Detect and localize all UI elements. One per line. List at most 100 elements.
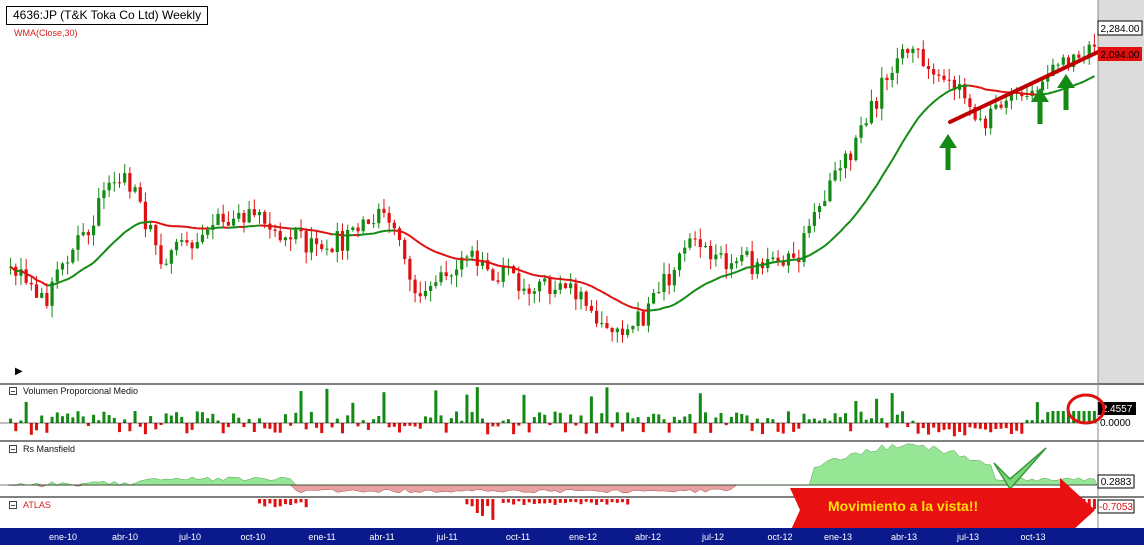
candle-body xyxy=(170,250,173,264)
candle-body xyxy=(673,270,676,285)
atlas-last-tag: -0.7053 xyxy=(1098,500,1134,513)
atlas-bar xyxy=(522,499,525,505)
candle-body xyxy=(1041,82,1044,91)
date-tick-label: oct-12 xyxy=(767,532,792,542)
rs-pane-title[interactable]: Rs Mansfield xyxy=(9,444,75,454)
candle-body xyxy=(725,253,728,269)
volume-bar xyxy=(834,413,837,423)
volume-bar xyxy=(528,423,531,432)
candle-body xyxy=(569,283,572,288)
candle-body xyxy=(331,249,334,252)
candle-body xyxy=(818,206,821,212)
candle-body xyxy=(937,75,940,76)
volume-bar xyxy=(51,417,54,423)
date-tick-label: oct-13 xyxy=(1020,532,1045,542)
volume-bar xyxy=(346,415,349,423)
atlas-bar xyxy=(274,499,277,507)
volume-bar xyxy=(388,423,391,427)
wma-segment xyxy=(244,226,249,227)
last-price-tag: 2,284.00 xyxy=(1098,21,1142,35)
volume-bar xyxy=(144,423,147,434)
wma-segment xyxy=(975,87,980,88)
volume-bar xyxy=(740,414,743,423)
atlas-bar xyxy=(554,499,557,505)
collapse-icon[interactable] xyxy=(9,445,17,453)
volume-bar xyxy=(828,421,831,423)
candle-body xyxy=(906,49,909,53)
volume-bar xyxy=(735,413,738,423)
candle-body xyxy=(1093,45,1096,47)
volume-bar xyxy=(476,387,479,423)
atlas-bar xyxy=(605,499,608,505)
volume-bar xyxy=(1025,420,1028,423)
volume-bar xyxy=(14,423,17,431)
candle-body xyxy=(994,105,997,109)
volume-bar xyxy=(631,418,634,423)
wma-segment xyxy=(156,222,161,224)
wma-segment xyxy=(1074,84,1079,86)
wma-segment xyxy=(944,91,949,94)
wma-segment xyxy=(503,266,508,267)
candle-body xyxy=(279,231,282,240)
wma-segment xyxy=(1079,82,1084,84)
atlas-pane-title[interactable]: ATLAS xyxy=(9,500,51,510)
volume-bar xyxy=(844,413,847,423)
candle-body xyxy=(258,212,261,215)
wma-segment xyxy=(928,102,933,107)
collapse-icon[interactable] xyxy=(9,501,17,509)
candle-body xyxy=(823,201,826,206)
candle-body xyxy=(611,328,614,332)
candle-body xyxy=(346,230,349,251)
volume-bar xyxy=(372,419,375,423)
wma-segment xyxy=(431,250,436,252)
atlas-bar xyxy=(486,499,489,506)
rs-pane-label: Rs Mansfield xyxy=(23,444,75,454)
date-tick-label: abr-11 xyxy=(369,532,394,542)
atlas-bar xyxy=(481,499,484,516)
wma-segment xyxy=(1084,79,1089,82)
volume-pane-title[interactable]: Volumen Proporcional Medio xyxy=(9,386,138,396)
wma-segment xyxy=(379,231,384,232)
candle-body xyxy=(476,251,479,266)
volume-bar xyxy=(377,416,380,423)
volume-bar xyxy=(932,423,935,428)
volume-bar xyxy=(616,412,619,423)
wma-segment xyxy=(16,271,21,272)
candle-body xyxy=(71,250,74,263)
candle-body xyxy=(533,291,536,294)
volume-bar xyxy=(860,412,863,423)
volume-bar xyxy=(953,423,956,436)
collapse-icon[interactable] xyxy=(9,387,17,395)
volume-bar xyxy=(517,423,520,426)
wma-legend: WMA(Close,30) xyxy=(14,28,78,38)
volume-bar xyxy=(25,402,28,423)
wma-segment xyxy=(415,240,420,244)
candle-body xyxy=(999,105,1002,108)
volume-bar xyxy=(325,389,328,423)
candle-body xyxy=(424,291,427,296)
volume-bar xyxy=(808,419,811,423)
candle-body xyxy=(445,272,448,276)
wma-segment xyxy=(482,261,487,262)
wma-segment xyxy=(908,126,913,134)
play-icon[interactable]: ▶ xyxy=(15,366,23,377)
candle-body xyxy=(1057,65,1060,66)
candle-body xyxy=(631,326,634,329)
volume-bar xyxy=(911,421,914,423)
volume-bar xyxy=(761,423,764,434)
candle-body xyxy=(662,274,665,292)
volume-bar xyxy=(408,423,411,426)
volume-bar xyxy=(704,412,707,423)
wma-segment xyxy=(441,254,446,256)
candle-body xyxy=(25,269,28,283)
volume-bar xyxy=(382,392,385,423)
candle-body xyxy=(439,272,442,282)
volume-bar xyxy=(357,423,360,426)
wma-segment xyxy=(275,227,280,228)
volume-bar xyxy=(943,423,946,430)
atlas-bar xyxy=(299,499,302,502)
wma-segment xyxy=(871,186,876,193)
volume-bar xyxy=(777,423,780,432)
candle-body xyxy=(325,249,328,250)
atlas-bar xyxy=(564,499,567,503)
